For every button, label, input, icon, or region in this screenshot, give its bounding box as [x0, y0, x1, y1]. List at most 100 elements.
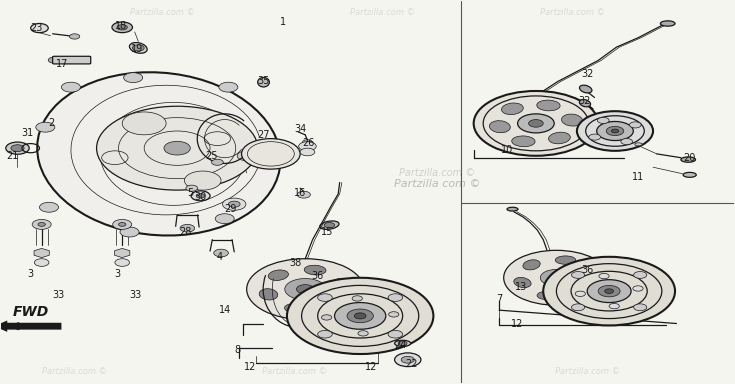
- Ellipse shape: [579, 85, 592, 93]
- Circle shape: [605, 289, 614, 293]
- Circle shape: [196, 194, 205, 198]
- Text: 20: 20: [684, 153, 696, 163]
- Ellipse shape: [268, 270, 288, 280]
- Circle shape: [347, 309, 373, 323]
- Text: Partzilla.com ©: Partzilla.com ©: [42, 367, 107, 376]
- Ellipse shape: [129, 43, 147, 53]
- Circle shape: [237, 151, 257, 161]
- Circle shape: [35, 259, 49, 266]
- Text: 30: 30: [195, 192, 207, 202]
- Text: 14: 14: [218, 305, 231, 315]
- Circle shape: [164, 141, 190, 155]
- Text: Partzilla.com ©: Partzilla.com ©: [262, 367, 327, 376]
- Text: 19: 19: [131, 44, 143, 54]
- Ellipse shape: [537, 291, 558, 300]
- Circle shape: [543, 257, 675, 325]
- Circle shape: [123, 73, 143, 83]
- Circle shape: [540, 270, 573, 286]
- Text: 26: 26: [303, 138, 315, 148]
- Circle shape: [62, 82, 80, 92]
- Circle shape: [572, 304, 584, 311]
- Circle shape: [96, 106, 258, 190]
- Circle shape: [388, 294, 403, 301]
- Ellipse shape: [37, 72, 281, 235]
- Circle shape: [40, 202, 59, 212]
- Text: 8: 8: [235, 345, 241, 355]
- Circle shape: [609, 303, 620, 309]
- Text: 36: 36: [312, 271, 324, 281]
- Circle shape: [517, 114, 554, 133]
- Text: 17: 17: [56, 59, 68, 69]
- Circle shape: [49, 57, 60, 63]
- Text: 13: 13: [515, 282, 528, 292]
- Circle shape: [223, 198, 246, 210]
- Circle shape: [31, 23, 49, 33]
- Text: 33: 33: [129, 290, 142, 300]
- Circle shape: [503, 250, 609, 305]
- Circle shape: [612, 129, 619, 133]
- Circle shape: [389, 312, 399, 317]
- Text: 23: 23: [30, 23, 43, 33]
- Circle shape: [606, 126, 624, 136]
- Ellipse shape: [635, 143, 642, 146]
- Text: 12: 12: [512, 318, 524, 329]
- Ellipse shape: [660, 21, 675, 26]
- Circle shape: [549, 274, 564, 281]
- Circle shape: [115, 259, 129, 266]
- Circle shape: [354, 313, 366, 319]
- Ellipse shape: [562, 114, 582, 126]
- Circle shape: [401, 356, 415, 363]
- Circle shape: [629, 122, 641, 128]
- Ellipse shape: [304, 265, 326, 275]
- Circle shape: [112, 219, 132, 229]
- Circle shape: [117, 25, 127, 30]
- Circle shape: [247, 259, 364, 320]
- Circle shape: [302, 140, 312, 145]
- Circle shape: [296, 285, 314, 294]
- Circle shape: [598, 118, 609, 124]
- Text: 35: 35: [257, 76, 270, 86]
- Ellipse shape: [548, 132, 570, 144]
- Ellipse shape: [523, 260, 540, 270]
- Circle shape: [587, 280, 631, 303]
- Text: Partzilla.com ©: Partzilla.com ©: [540, 8, 605, 17]
- Circle shape: [118, 222, 126, 226]
- Ellipse shape: [512, 136, 535, 147]
- Circle shape: [122, 112, 166, 135]
- Circle shape: [287, 278, 434, 354]
- Ellipse shape: [322, 298, 343, 308]
- Circle shape: [11, 145, 24, 152]
- Circle shape: [633, 286, 643, 291]
- Ellipse shape: [537, 100, 560, 111]
- FancyBboxPatch shape: [53, 56, 90, 64]
- Circle shape: [621, 139, 633, 145]
- Text: 11: 11: [632, 172, 645, 182]
- Text: 29: 29: [224, 204, 237, 214]
- Circle shape: [32, 219, 51, 229]
- Circle shape: [219, 82, 238, 92]
- Circle shape: [298, 142, 316, 151]
- Text: 21: 21: [6, 151, 18, 161]
- Ellipse shape: [490, 121, 510, 133]
- Text: Partzilla.com ©: Partzilla.com ©: [130, 8, 195, 17]
- Circle shape: [334, 303, 386, 329]
- Circle shape: [318, 330, 332, 338]
- Ellipse shape: [514, 277, 531, 288]
- Circle shape: [388, 330, 403, 338]
- Circle shape: [297, 191, 310, 198]
- Ellipse shape: [681, 157, 695, 162]
- Circle shape: [321, 315, 331, 320]
- Ellipse shape: [573, 286, 590, 296]
- Ellipse shape: [284, 303, 306, 313]
- Ellipse shape: [258, 78, 270, 87]
- Text: 38: 38: [290, 258, 302, 268]
- Ellipse shape: [683, 172, 696, 177]
- Text: 27: 27: [257, 130, 270, 140]
- Text: Partzilla.com ©: Partzilla.com ©: [555, 367, 620, 376]
- Circle shape: [132, 45, 144, 51]
- Text: 32: 32: [578, 96, 591, 106]
- Text: 3: 3: [28, 269, 34, 279]
- Circle shape: [358, 331, 368, 336]
- Text: 7: 7: [496, 294, 503, 304]
- Text: 34: 34: [294, 124, 306, 134]
